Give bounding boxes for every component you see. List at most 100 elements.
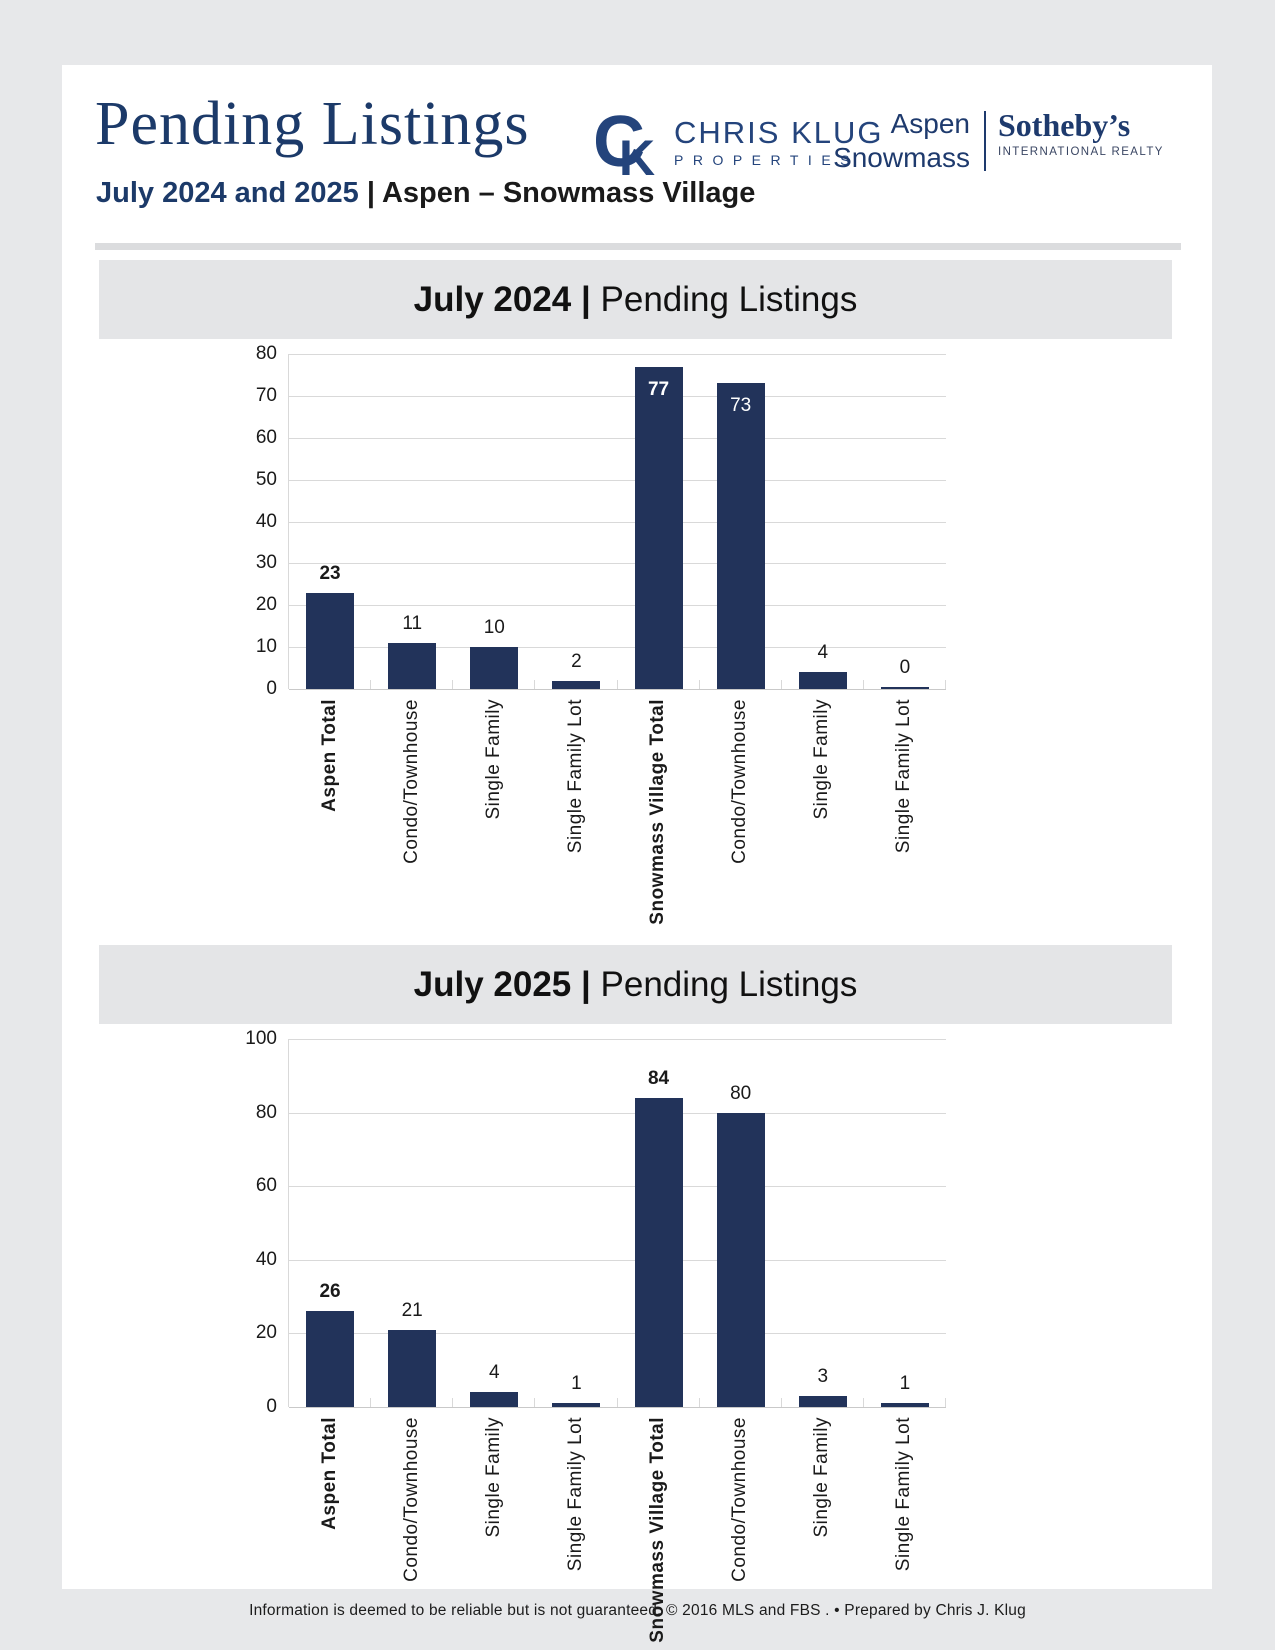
category-labels-row: Aspen Total Condo/Townhouse Single Family S…	[288, 699, 945, 925]
category-slot: Condo/Townhouse	[699, 1417, 781, 1582]
x-axis-tick	[616, 680, 618, 689]
x-axis-tick	[370, 680, 372, 689]
bar-condo-townhouse	[388, 1329, 437, 1407]
gridline	[289, 647, 946, 649]
bar-single-family	[470, 647, 519, 689]
x-axis-tick	[370, 1398, 372, 1407]
category-label: Aspen Total	[318, 1417, 340, 1530]
report-header: Pending Listings July 2024 and 2025 | As…	[62, 65, 1212, 243]
category-label: Single Family Lot	[893, 1417, 915, 1572]
header-divider	[95, 243, 1181, 250]
category-label: Single Family	[482, 1417, 504, 1538]
bar-value-label: 10	[483, 617, 505, 639]
y-tick-label: 10	[255, 636, 277, 658]
chart2-title-bold: July 2025 |	[413, 964, 591, 1004]
bar-value-label: 84	[647, 1067, 670, 1089]
bar-condo-townhouse	[388, 642, 437, 689]
bar-value-label: 73	[730, 395, 752, 417]
gridline	[289, 1039, 946, 1040]
x-axis-line	[289, 689, 946, 690]
footer-disclaimer: Information is deemed to be reliable but…	[249, 1602, 1026, 1619]
ck-logo-name: CHRIS KLUG	[674, 115, 884, 150]
svg-text:C: C	[596, 105, 645, 179]
x-axis-tick	[862, 680, 864, 689]
x-axis-line	[289, 1407, 946, 1408]
x-axis-tick	[945, 1398, 946, 1407]
bar-single-family	[798, 1395, 847, 1407]
gridline	[289, 605, 946, 607]
x-axis-tick	[452, 680, 454, 689]
y-tick-label: 100	[245, 1028, 277, 1049]
y-tick-label: 50	[255, 468, 277, 490]
chart1-title-bold: July 2024 |	[413, 279, 591, 319]
ck-monogram-icon: C K	[596, 105, 655, 179]
bar-value-label: 11	[402, 612, 423, 634]
gridline	[289, 395, 946, 397]
bar-value-label: 1	[899, 1373, 911, 1395]
y-tick-label: 80	[255, 343, 277, 364]
category-label: Condo/Townhouse	[729, 1417, 751, 1582]
y-tick-label: 20	[255, 1322, 277, 1344]
x-axis-tick	[780, 1398, 782, 1407]
bar-snowmass-village-total	[634, 1097, 683, 1407]
chart-july-2025: 0 20 40 60 80 100 26 21 4 1 84 80 3 1 Aspen Total Condo…	[245, 1028, 946, 1643]
category-slot: Aspen Total	[288, 699, 370, 812]
category-slot: Condo/Townhouse	[370, 699, 452, 864]
bar-single-family	[470, 1392, 519, 1407]
bar-aspen-total	[306, 592, 355, 689]
bar-value-label: 4	[489, 1362, 500, 1384]
category-slot: Single Family Lot	[863, 1417, 945, 1571]
category-slot: Single Family Lot	[534, 1417, 616, 1571]
gridline	[289, 1186, 946, 1188]
gridline	[289, 354, 946, 355]
chart1-title-band: July 2024 | Pending Listings	[99, 260, 1172, 339]
bar-condo-townhouse	[716, 383, 765, 689]
bar-value-label: 4	[817, 642, 829, 664]
bar-value-label: 0	[899, 657, 911, 678]
ck-logo-properties: PROPERTIES	[674, 152, 859, 168]
x-axis-tick	[780, 680, 782, 689]
category-label: Single Family Lot	[893, 699, 915, 854]
category-labels-row: Aspen Total Condo/Townhouse Single Family S…	[288, 1417, 945, 1643]
bar-aspen-total	[306, 1311, 355, 1407]
chris-klug-properties-logo: C K CHRIS KLUG PROPERTIES	[596, 105, 883, 179]
bar-single-family	[798, 672, 847, 689]
bar-single-family-lot	[552, 1403, 601, 1407]
category-label: Single Family	[811, 1417, 833, 1538]
category-label: Single Family Lot	[564, 699, 586, 854]
aspen-snowmass-line2: Snowmass	[833, 141, 970, 173]
category-slot: Condo/Townhouse	[370, 1417, 452, 1582]
bar-single-family-lot	[880, 687, 929, 689]
y-tick-label: 80	[255, 1101, 277, 1123]
category-slot: Aspen Total	[288, 1417, 370, 1530]
chart2-title-regular: Pending Listings	[590, 964, 858, 1004]
category-label: Condo/Townhouse	[400, 699, 422, 864]
page-title: Pending Listings	[95, 90, 530, 158]
category-label: Single Family	[482, 699, 504, 820]
x-axis-tick	[862, 1398, 864, 1407]
bar-value-label: 2	[571, 650, 582, 672]
bar-value-label: 26	[319, 1281, 341, 1303]
bar-single-family-lot	[552, 680, 601, 689]
category-slot: Single Family Lot	[534, 699, 616, 853]
y-tick-label: 60	[255, 426, 277, 448]
y-tick-label: 0	[266, 1396, 277, 1417]
gridline	[289, 563, 946, 565]
chart2-title-band: July 2025 | Pending Listings	[99, 945, 1172, 1024]
x-axis-tick	[616, 1398, 618, 1407]
report-card: Pending Listings July 2024 and 2025 | As…	[62, 65, 1212, 1643]
y-tick-label: 40	[255, 1248, 277, 1270]
plot-area: 0 10 20 30 40 50 60 70 80 23 11 10 2 77 73 4 0	[256, 343, 946, 699]
bar-single-family-lot	[880, 1403, 929, 1407]
y-tick-label: 0	[266, 678, 277, 699]
category-label: Snowmass Village Total	[647, 699, 669, 925]
subtitle-location: | Aspen – Snowmass Village	[366, 177, 756, 209]
x-axis-tick	[534, 680, 536, 689]
category-label: Single Family	[811, 699, 833, 820]
gridline	[289, 1333, 946, 1335]
category-slot: Single Family	[781, 1417, 863, 1538]
category-label: Condo/Townhouse	[729, 699, 751, 864]
category-slot: Snowmass Village Total	[617, 699, 699, 925]
category-slot: Single Family Lot	[863, 699, 945, 853]
category-label: Single Family Lot	[564, 1417, 586, 1572]
